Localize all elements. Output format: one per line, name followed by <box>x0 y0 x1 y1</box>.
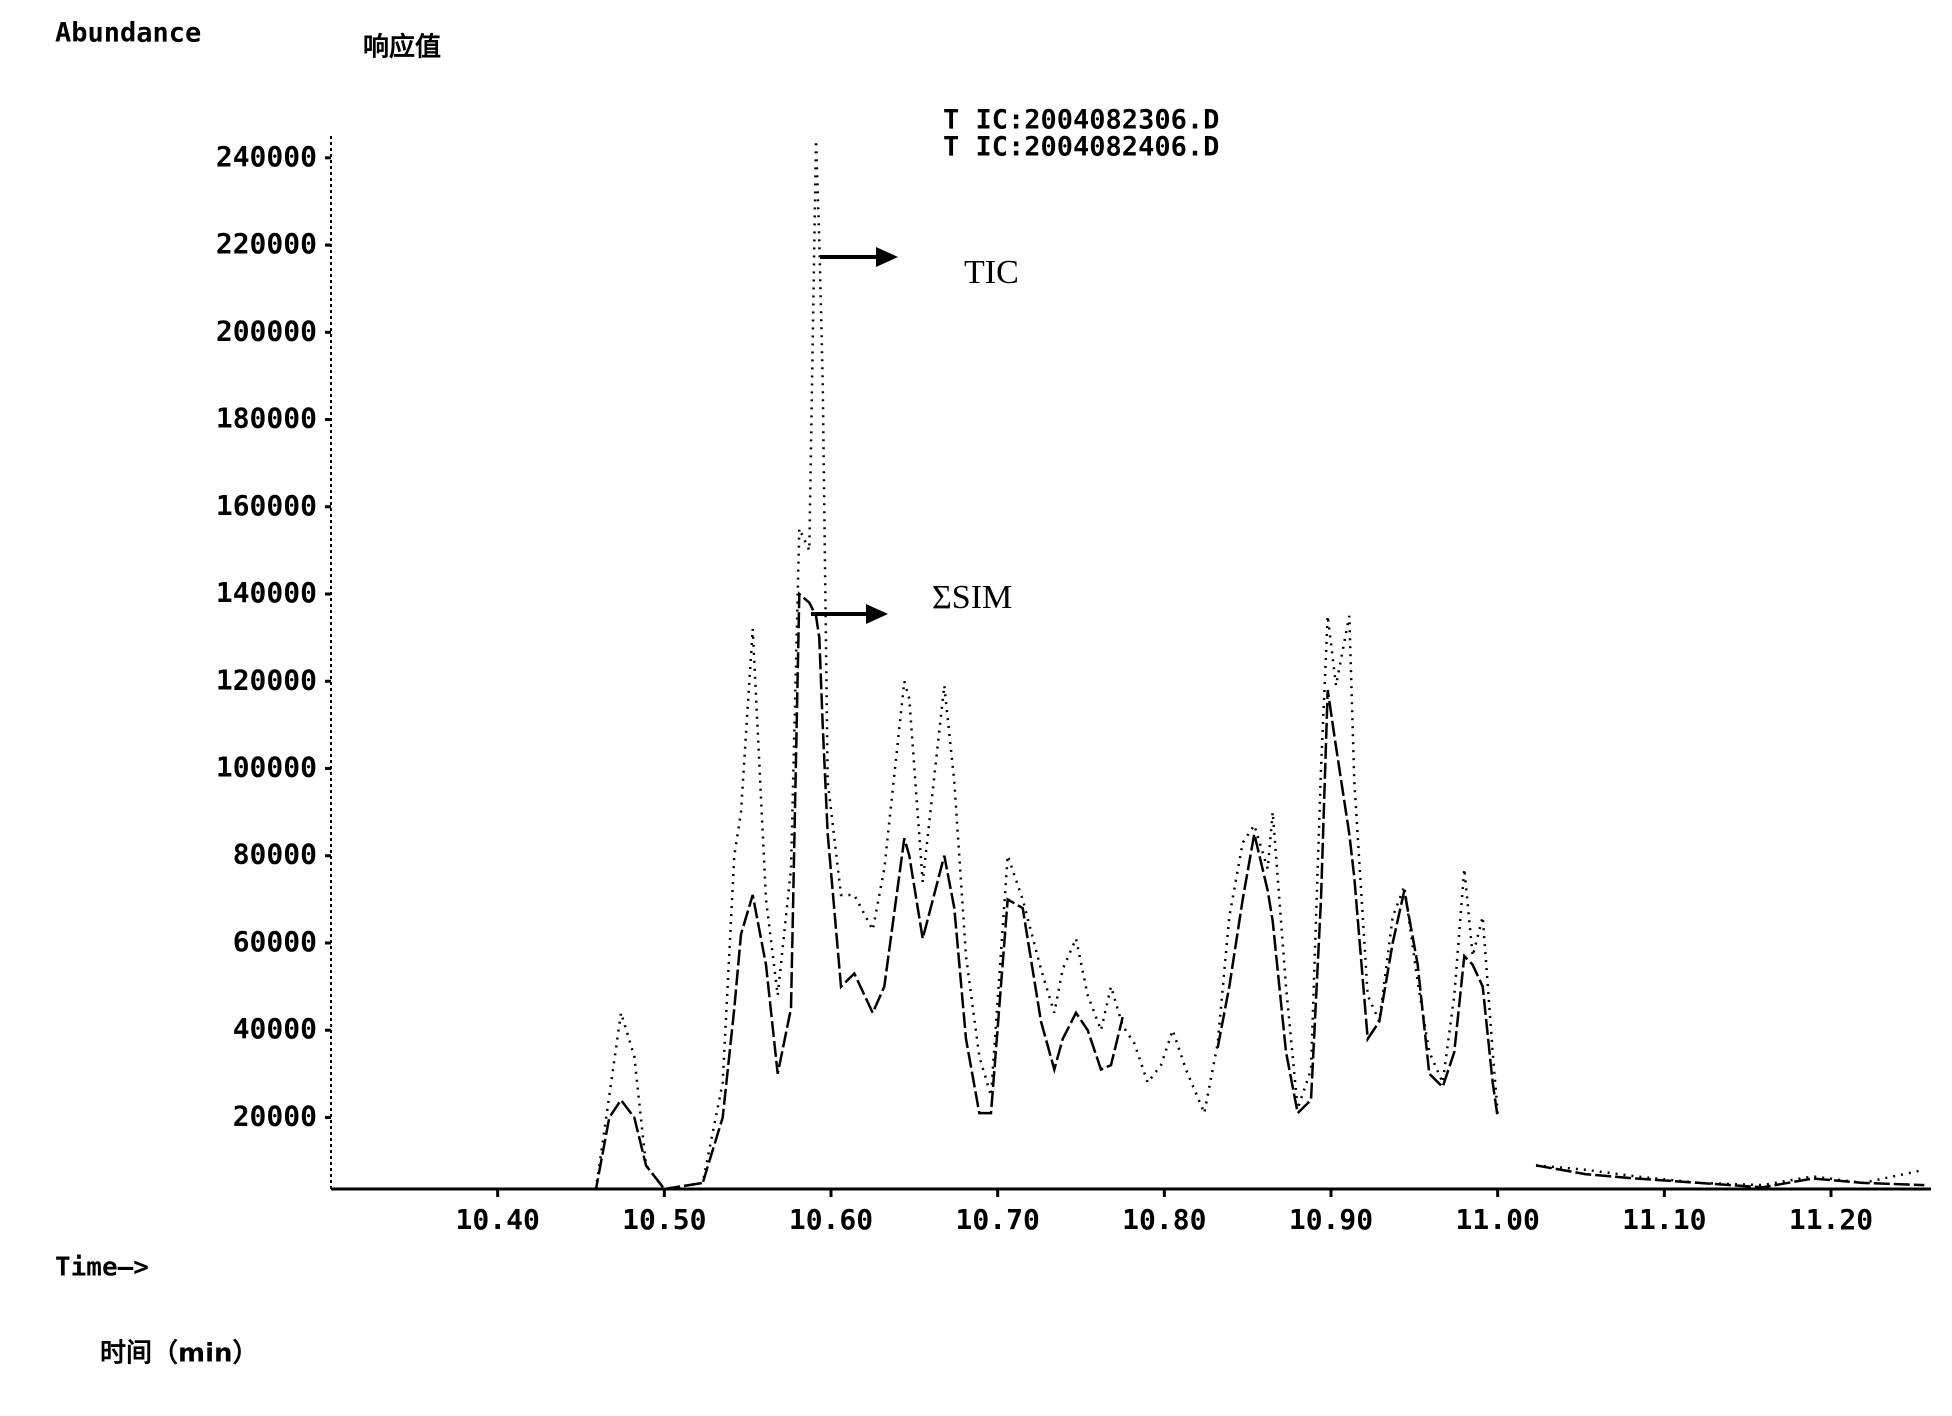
series-line <box>331 591 1925 1191</box>
y-tick-label: 80000 <box>233 838 317 871</box>
x-tick-label: 10.50 <box>622 1203 706 1236</box>
y-axis-label: Abundance <box>55 18 201 49</box>
y-tick-label: 60000 <box>233 925 317 958</box>
y-tick-label: 120000 <box>216 663 317 696</box>
y-tick-label: 220000 <box>216 227 317 260</box>
y-axis-label-cn: 响应值 <box>363 32 441 63</box>
x-tick-label: 10.70 <box>956 1203 1040 1236</box>
y-tick-label: 100000 <box>216 750 317 783</box>
y-tick-label: 140000 <box>216 576 317 609</box>
x-tick-label: 11.10 <box>1622 1203 1706 1236</box>
x-tick-label: 10.60 <box>789 1203 873 1236</box>
y-tick-label: 180000 <box>216 402 317 435</box>
y-tick-label: 20000 <box>233 1099 317 1132</box>
y-tick-label: 40000 <box>233 1012 317 1045</box>
x-tick-label: 10.90 <box>1289 1203 1373 1236</box>
x-tick-label: 11.20 <box>1789 1203 1873 1236</box>
x-tick-label: 10.80 <box>1122 1203 1206 1236</box>
x-tick-label: 10.40 <box>456 1203 540 1236</box>
x-axis-label: Time—> <box>55 1253 149 1283</box>
x-axis-label-cn: 时间（min） <box>100 1339 259 1369</box>
annotation: ΣSIM <box>932 579 1012 616</box>
file-label: T IC:2004082406.D <box>943 132 1219 163</box>
series-line <box>331 140 1925 1191</box>
file-label: T IC:2004082306.D <box>943 105 1219 136</box>
annotation: TIC <box>964 254 1019 291</box>
x-tick-label: 11.00 <box>1456 1203 1540 1236</box>
arrows <box>811 247 898 624</box>
y-tick-label: 160000 <box>216 489 317 522</box>
y-tick-label: 200000 <box>216 314 317 347</box>
y-tick-label: 240000 <box>216 140 317 173</box>
